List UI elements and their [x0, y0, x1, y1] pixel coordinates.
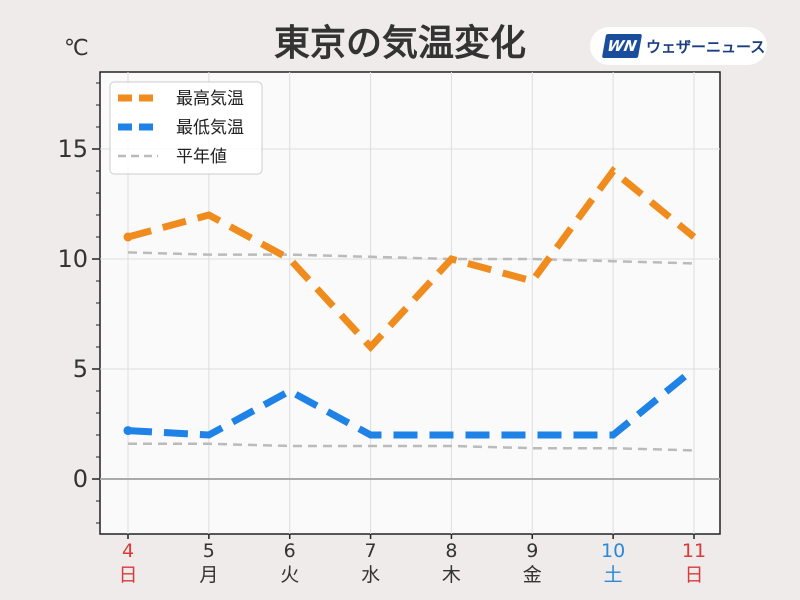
series: [123, 165, 697, 452]
legend-label: 最低気温: [176, 118, 244, 138]
legend-label: 平年値: [176, 147, 227, 167]
series-line-low: [127, 366, 697, 439]
series-line-normal-low: [128, 442, 695, 452]
x-tick-date: 7: [365, 540, 377, 562]
x-tick-date: 5: [203, 540, 215, 562]
x-tick-weekday: 水: [361, 564, 380, 586]
data-point-high: [123, 232, 133, 242]
chart-title: 東京の気温変化: [273, 23, 526, 64]
x-tick-weekday: 木: [442, 564, 461, 586]
x-tick-date: 6: [284, 540, 296, 562]
y-tick-label: 10: [57, 245, 88, 273]
y-tick-label: 15: [57, 135, 88, 163]
series-line-normal-high: [127, 251, 695, 265]
x-tick-date: 9: [526, 540, 538, 562]
series-line-high: [127, 165, 697, 353]
x-tick-date: 11: [682, 540, 706, 562]
y-axis: 0 5 10 15: [57, 82, 100, 524]
x-tick-weekday: 日: [118, 564, 137, 586]
x-tick-date: 4: [122, 540, 134, 562]
x-tick-weekday: 月: [199, 564, 218, 586]
weathernews-logo: WN ウェザーニュース: [590, 27, 767, 65]
x-tick-weekday: 日: [684, 564, 703, 586]
y-tick-label: 5: [73, 355, 88, 383]
x-tick-date: 10: [601, 540, 625, 562]
data-point-low: [123, 426, 133, 436]
x-tick-weekday: 土: [604, 564, 623, 586]
unit-label: ℃: [64, 36, 89, 61]
x-tick-weekday: 火: [280, 564, 299, 586]
weathernews-name: ウェザーニュース: [646, 37, 766, 56]
y-tick-label: 0: [73, 465, 88, 493]
x-tick-date: 8: [445, 540, 457, 562]
legend-box: [109, 81, 263, 175]
legend-label: 最高気温: [176, 89, 244, 109]
x-tick-weekday: 金: [523, 564, 542, 586]
